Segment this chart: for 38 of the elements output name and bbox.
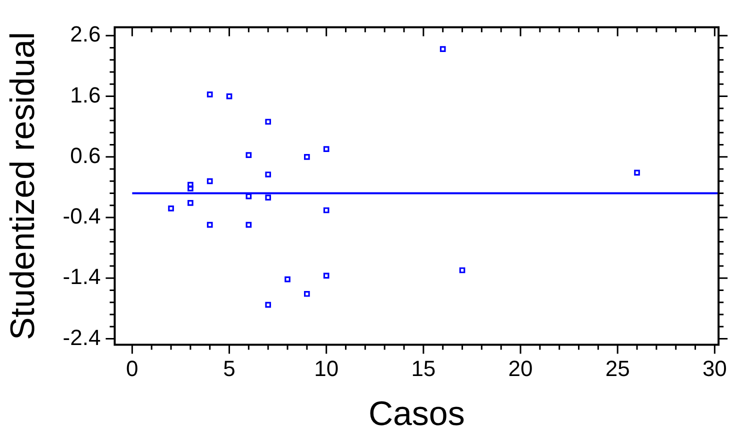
point xyxy=(304,154,310,160)
y-tick-label: 1.6 xyxy=(70,82,101,108)
point xyxy=(246,222,252,228)
point xyxy=(459,267,466,274)
point xyxy=(265,172,272,178)
point xyxy=(188,186,194,192)
point xyxy=(304,290,310,297)
point xyxy=(188,200,194,206)
point xyxy=(206,222,213,228)
point xyxy=(323,272,330,279)
point xyxy=(284,276,290,282)
x-tick-label: 15 xyxy=(411,356,436,382)
point xyxy=(323,146,330,152)
point xyxy=(440,46,446,52)
x-tick-label: 25 xyxy=(605,356,630,382)
point xyxy=(206,178,213,184)
x-tick-label: 0 xyxy=(126,356,138,382)
point xyxy=(323,207,330,214)
point xyxy=(265,194,272,200)
x-tick-label: 20 xyxy=(508,356,533,382)
point xyxy=(206,92,213,98)
y-tick-label: -1.4 xyxy=(62,264,101,290)
x-tick-label: 10 xyxy=(314,356,339,382)
x-tick-label: 30 xyxy=(702,356,727,382)
x-tick-label: 5 xyxy=(223,356,236,382)
y-tick-label: -0.4 xyxy=(62,204,101,229)
point xyxy=(226,93,232,100)
y-tick-label: -2.4 xyxy=(62,324,101,350)
point xyxy=(634,170,640,176)
point xyxy=(246,152,252,158)
point xyxy=(265,118,272,125)
point xyxy=(188,182,194,188)
point xyxy=(168,206,174,212)
y-axis-title: Studentized residual xyxy=(4,32,42,340)
y-tick-label: 2.6 xyxy=(70,22,101,47)
x-axis-title: Casos xyxy=(368,394,465,433)
y-tick-label: 0.6 xyxy=(70,142,101,168)
point xyxy=(265,302,272,308)
